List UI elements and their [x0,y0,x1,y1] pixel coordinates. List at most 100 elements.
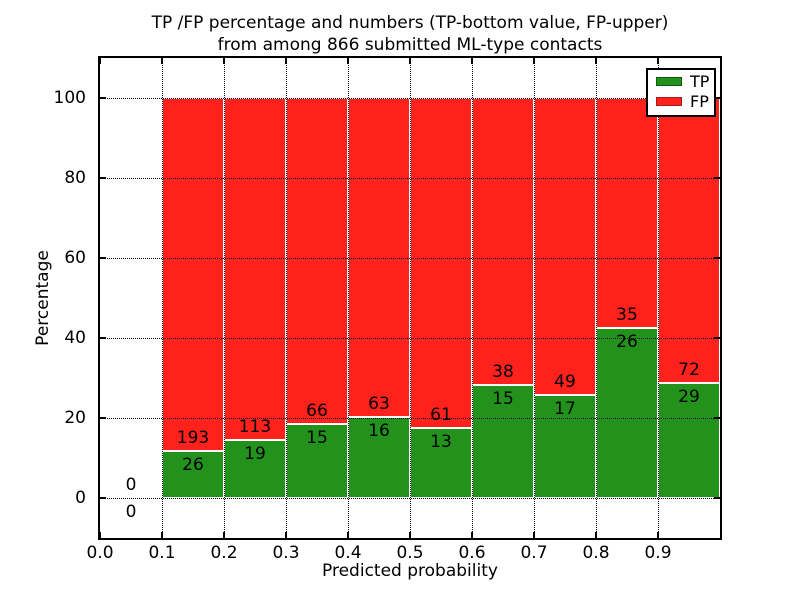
chart-title: TP /FP percentage and numbers (TP-bottom… [100,12,720,56]
x-axis-label: Predicted probability [322,561,498,581]
x-tick-top [409,58,411,64]
annotation-tp-count: 29 [678,387,700,408]
gridline-horizontal [100,178,720,179]
annotation-tp-count: 15 [492,388,514,409]
x-tick-bottom [533,532,535,538]
x-tick-bottom [595,532,597,538]
gridline-vertical [162,58,163,538]
chart-title-line2: from among 866 submitted ML-type contact… [217,35,603,55]
annotation-fp-count: 193 [176,427,210,448]
legend-label-tp: TP [690,72,710,91]
tp-bar-segment [472,384,534,498]
gridline-horizontal [100,98,720,99]
x-tick-bottom [285,532,287,538]
y-tick-label: 60 [64,248,86,268]
tp-bar-segment [410,427,472,498]
tp-bar-segment [658,383,720,498]
annotation-tp-count: 19 [244,444,266,465]
gridline-horizontal [100,498,720,499]
x-tick-bottom [471,532,473,538]
legend: TP FP [646,68,716,117]
annotation-tp-count: 16 [368,421,390,441]
x-tick-top [471,58,473,64]
y-tick-left [100,337,106,339]
y-tick-label: 80 [64,168,86,188]
x-tick-top [161,58,163,64]
legend-swatch-fp [656,97,682,106]
tp-bar-segment [596,327,658,498]
annotation-fp-count: 72 [678,360,700,381]
tp-bar-segment [534,394,596,498]
gridline-vertical [472,58,473,538]
x-tick-top [99,58,101,64]
y-tick-right [714,497,720,499]
fp-bar-segment [348,98,410,417]
x-tick-label: 0.7 [520,543,548,563]
fp-bar-segment [286,98,348,424]
x-tick-top [285,58,287,64]
annotation-fp-count: 38 [492,361,514,382]
gridline-vertical [410,58,411,538]
y-tick-label: 40 [64,328,86,348]
y-tick-label: 100 [53,88,86,108]
legend-label-fp: FP [690,92,709,111]
y-tick-left [100,497,106,499]
annotation-tp-count: 0 [125,502,137,522]
y-tick-label: 0 [75,488,86,508]
y-tick-right [714,417,720,419]
x-tick-label: 0.5 [396,543,424,563]
x-tick-bottom [409,532,411,538]
annotation-fp-count: 49 [554,371,576,392]
annotation-fp-count: 61 [430,404,452,425]
x-tick-top [223,58,225,64]
annotation-tp-count: 15 [306,427,328,448]
annotation-tp-count: 26 [616,331,638,352]
fp-bar-segment [658,98,720,384]
y-tick-right [714,257,720,259]
annotation-tp-count: 13 [430,431,452,452]
y-tick-right [714,337,720,339]
fp-bar-segment [410,98,472,428]
x-tick-top [533,58,535,64]
x-tick-bottom [161,532,163,538]
annotation-fp-count: 35 [616,304,638,325]
y-tick-left [100,417,106,419]
annotation-fp-count: 0 [125,475,137,495]
tp-bar-segment [224,440,286,498]
fp-bar-segment [596,98,658,328]
x-tick-label: 0.3 [272,543,300,563]
legend-swatch-tp [656,77,682,86]
x-tick-bottom [99,532,101,538]
y-tick-label: 20 [64,408,86,428]
x-tick-label: 0.4 [334,543,362,563]
fp-bar-segment [534,98,596,395]
y-tick-right [714,177,720,179]
y-tick-left [100,177,106,179]
annotation-tp-count: 26 [182,454,204,475]
fp-bar-segment [472,98,534,385]
x-tick-top [595,58,597,64]
gridline-vertical [286,58,287,538]
x-tick-label: 0.9 [644,543,672,563]
plot-area: TP FP 0 0 193 26 113 19 66 15 63 16 61 13 38 15 49 17 35… [54,56,722,563]
fp-bar-segment [162,98,224,451]
annotation-fp-count: 66 [306,400,328,421]
x-tick-top [347,58,349,64]
x-tick-label: 0.6 [458,543,486,563]
fp-bar-segment [224,98,286,441]
x-tick-bottom [347,532,349,538]
x-tick-bottom [223,532,225,538]
x-tick-label: 0.1 [148,543,176,563]
gridline-vertical [658,58,659,538]
x-tick-label: 0.2 [210,543,238,563]
annotation-fp-count: 113 [238,417,272,438]
gridline-horizontal [100,338,720,339]
chart-title-line1: TP /FP percentage and numbers (TP-bottom… [151,13,669,33]
x-tick-bottom [657,532,659,538]
x-tick-label: 0.8 [582,543,610,563]
gridline-vertical [534,58,535,538]
x-tick-label: 0.0 [86,543,114,563]
gridline-vertical [224,58,225,538]
annotation-fp-count: 63 [368,394,390,414]
